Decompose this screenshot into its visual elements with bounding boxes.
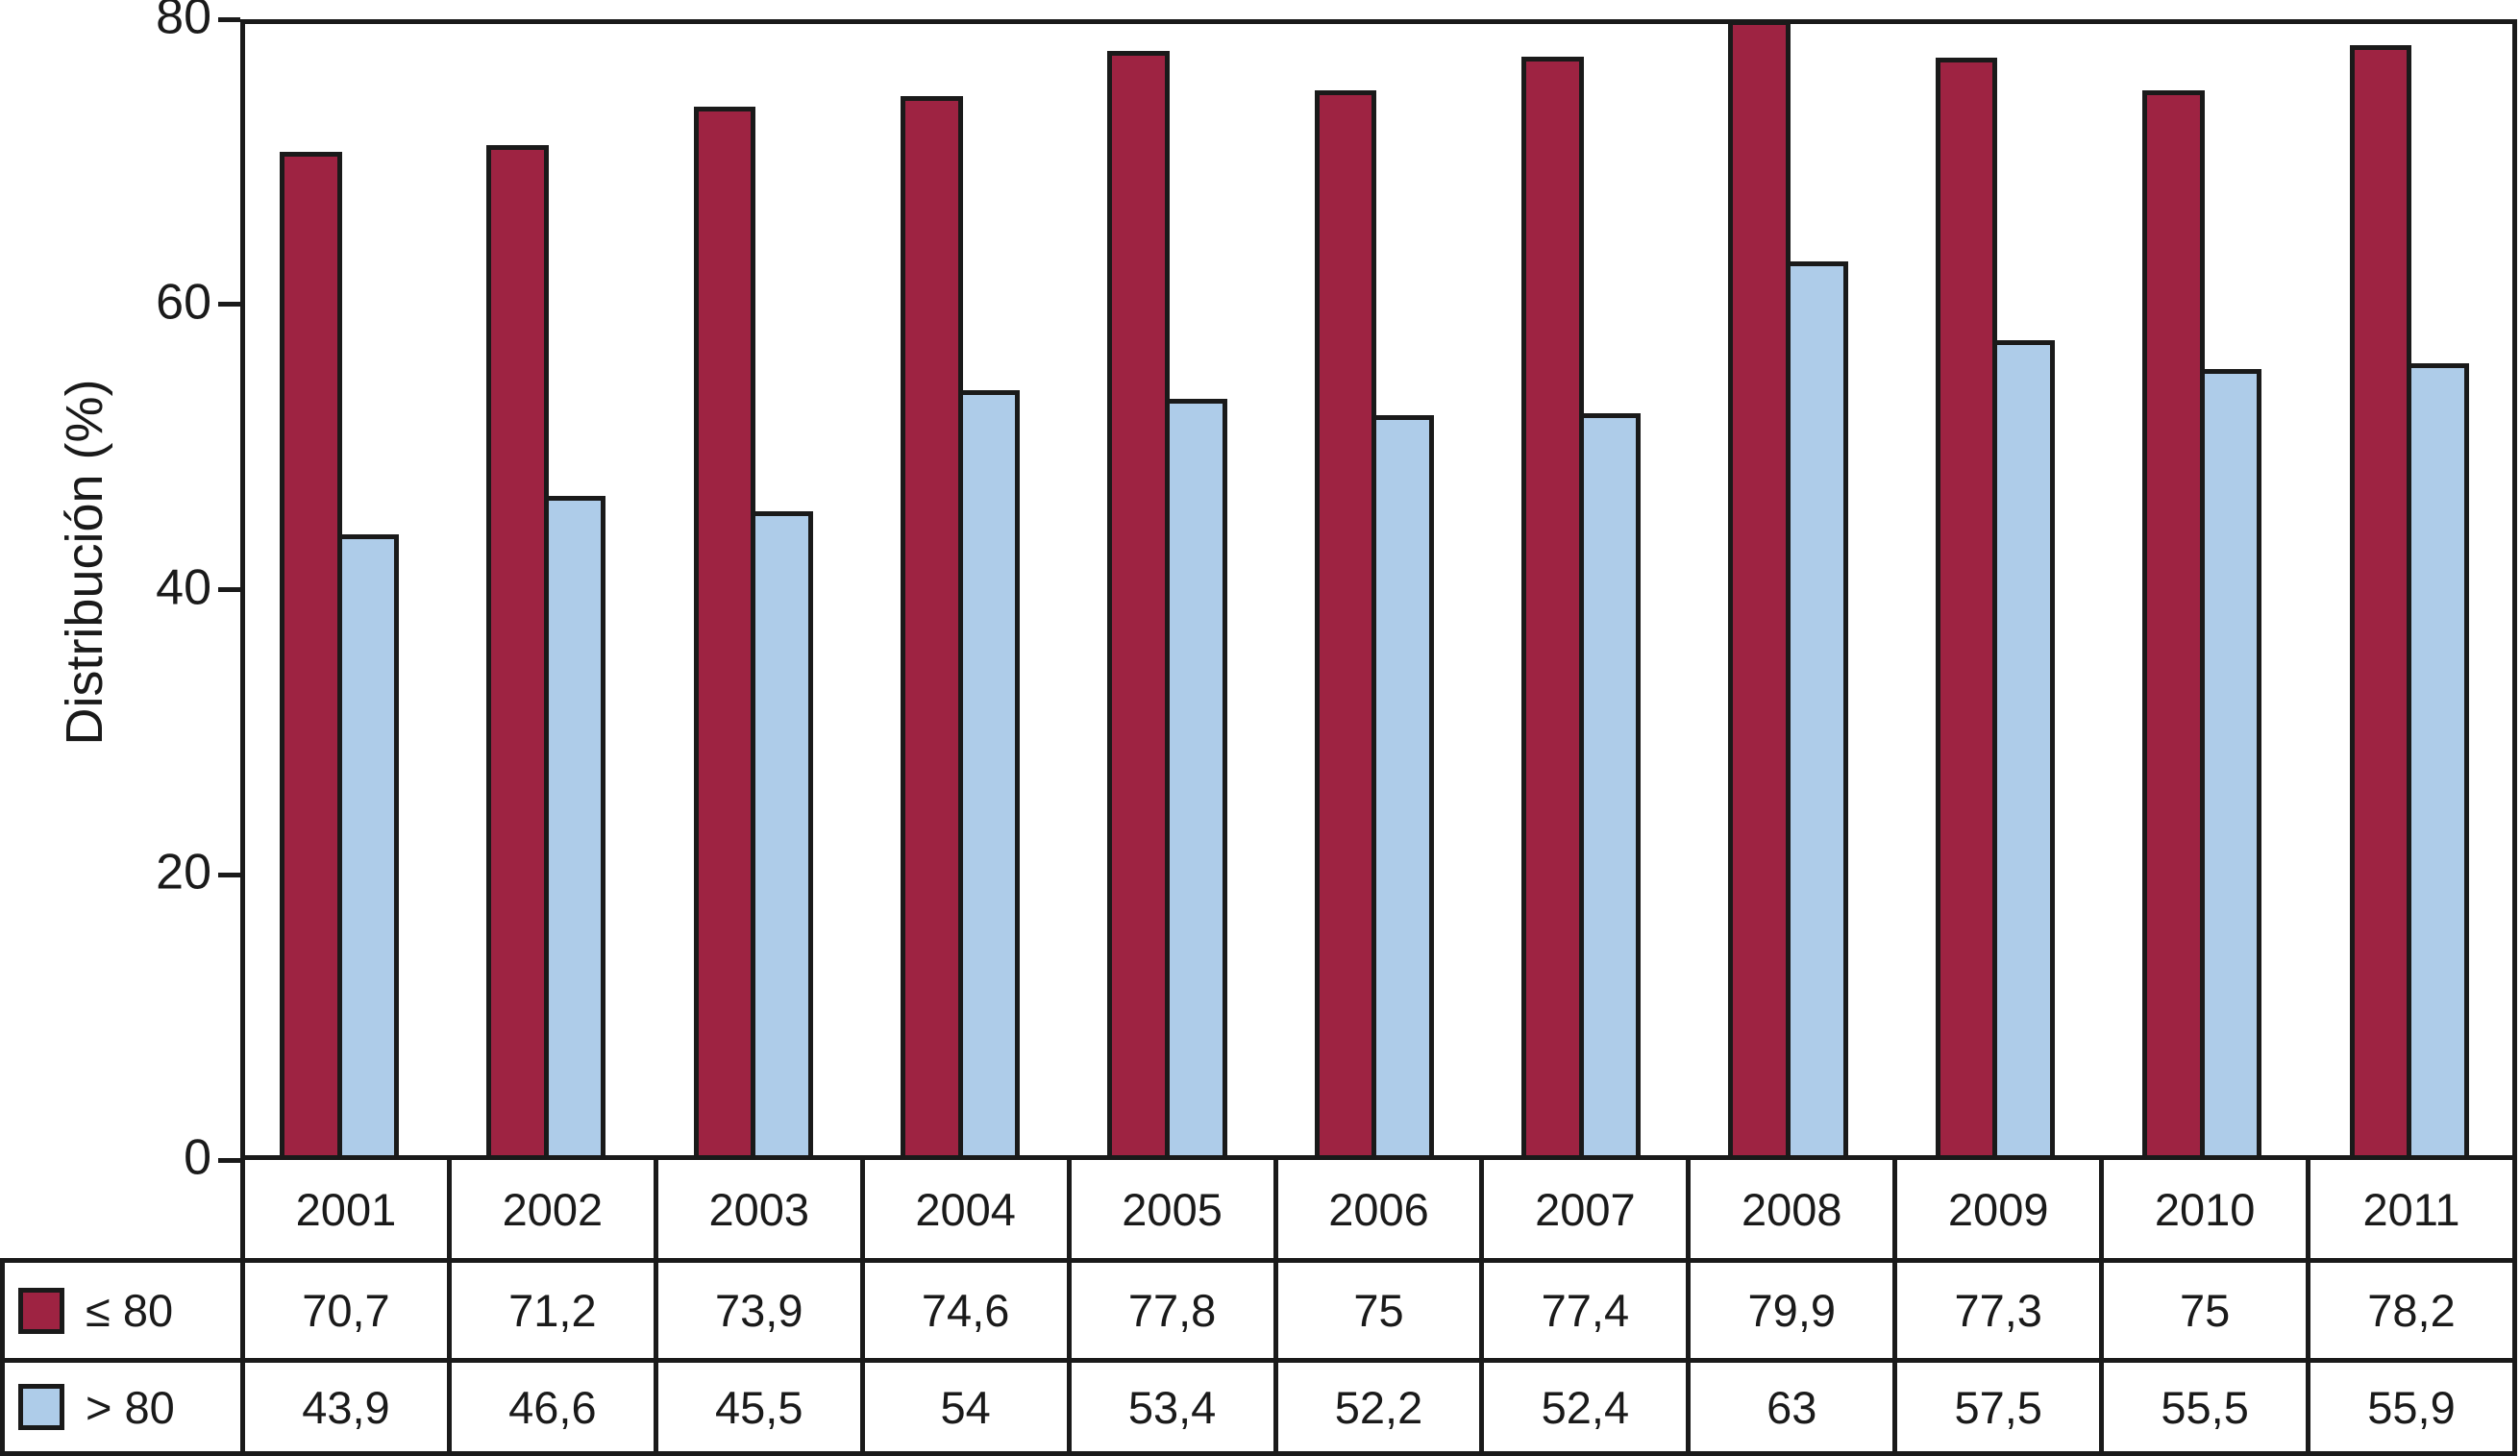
- bar-gt80-2002: [543, 495, 606, 1160]
- year-header-cell: 2002: [446, 1155, 658, 1263]
- value-cell: 57,5: [1892, 1358, 2105, 1456]
- bar-gt80-2008: [1786, 261, 1848, 1160]
- year-header-cell: 2001: [240, 1155, 452, 1263]
- bar-le80-2011: [2349, 44, 2412, 1160]
- legend-label: > 80: [86, 1381, 175, 1433]
- bar-le80-2010: [2142, 90, 2205, 1160]
- y-tick-mark: [218, 302, 240, 308]
- year-header-cell: 2008: [1686, 1155, 1898, 1263]
- value-cell: 77,8: [1066, 1258, 1278, 1363]
- y-tick-label: 20: [156, 844, 211, 901]
- y-tick-label: 60: [156, 274, 211, 331]
- year-header-cell: 2009: [1892, 1155, 2105, 1263]
- data-table: 2001 2002 2003 2004 2005 2006 2007 2008 2009 2010…: [0, 1155, 2517, 1456]
- bar-gt80-2005: [1164, 398, 1227, 1160]
- bar-gt80-2003: [751, 510, 813, 1160]
- bar-gt80-2009: [1992, 339, 2056, 1160]
- bar-le80-2001: [279, 151, 342, 1160]
- value-cell: 46,6: [446, 1358, 658, 1456]
- bar-gt80-2011: [2407, 362, 2469, 1160]
- value-cell: 77,4: [1479, 1258, 1692, 1363]
- legend-cell: ≤ 80: [0, 1258, 245, 1363]
- year-header-cell: 2006: [1272, 1155, 1485, 1263]
- bar-le80-2007: [1521, 56, 1584, 1160]
- y-tick-label: 40: [156, 559, 211, 616]
- year-header-row: 2001 2002 2003 2004 2005 2006 2007 2008 2009 2010…: [3, 1155, 2517, 1263]
- year-header-cell: 2010: [2099, 1155, 2311, 1263]
- y-tick-mark: [218, 587, 240, 592]
- table-corner-empty: [3, 1158, 243, 1261]
- bar-le80-2004: [901, 96, 963, 1160]
- value-cell: 53,4: [1066, 1358, 1278, 1456]
- value-cell: 75: [1272, 1258, 1485, 1363]
- legend-label: ≤ 80: [86, 1285, 174, 1336]
- year-header-cell: 2011: [2306, 1155, 2517, 1263]
- value-cell: 79,9: [1686, 1258, 1898, 1363]
- bar-le80-2009: [1935, 58, 1998, 1160]
- value-cell: 52,2: [1272, 1358, 1485, 1456]
- bar-le80-2006: [1314, 90, 1377, 1160]
- y-tick-mark: [218, 872, 240, 877]
- value-cell: 73,9: [653, 1258, 865, 1363]
- legend-swatch-gt80: [18, 1384, 64, 1430]
- bar-le80-2002: [486, 144, 549, 1160]
- bar-gt80-2007: [1578, 412, 1642, 1160]
- value-cell: 78,2: [2306, 1258, 2517, 1363]
- legend-swatch-le80: [18, 1287, 64, 1334]
- legend-cell: > 80: [0, 1358, 245, 1456]
- value-cell: 77,3: [1892, 1258, 2105, 1363]
- y-tick-mark: [218, 1157, 240, 1163]
- year-header-cell: 2004: [859, 1155, 1072, 1263]
- data-row-gt80: > 80 43,9 46,6 45,5 54 53,4 52,2 52,4 63 57,5 55,5…: [0, 1358, 2517, 1456]
- bar-gt80-2010: [2199, 368, 2262, 1160]
- year-header-cell: 2007: [1479, 1155, 1692, 1263]
- y-tick-label: 0: [184, 1129, 211, 1186]
- value-cell: 43,9: [240, 1358, 452, 1456]
- bar-le80-2003: [693, 106, 756, 1160]
- value-cell: 45,5: [653, 1358, 865, 1456]
- value-cell: 70,7: [240, 1258, 452, 1363]
- value-cell: 52,4: [1479, 1358, 1692, 1456]
- year-header-cell: 2003: [653, 1155, 865, 1263]
- bar-gt80-2006: [1371, 415, 1434, 1160]
- value-cell: 74,6: [859, 1258, 1072, 1363]
- value-cell: 75: [2099, 1258, 2311, 1363]
- y-tick-mark: [218, 16, 240, 22]
- y-tick-label: 80: [156, 0, 211, 45]
- value-cell: 54: [859, 1358, 1072, 1456]
- bar-le80-2008: [1728, 20, 1791, 1160]
- value-cell: 55,5: [2099, 1358, 2311, 1456]
- bar-gt80-2001: [336, 533, 400, 1160]
- value-cell: 55,9: [2306, 1358, 2517, 1456]
- data-row-le80: ≤ 80 70,7 71,2 73,9 74,6 77,8 75 77,4 79,9 77,3 75…: [0, 1258, 2517, 1363]
- bar-gt80-2004: [957, 389, 1021, 1160]
- bar-le80-2005: [1107, 50, 1170, 1160]
- value-cell: 71,2: [446, 1258, 658, 1363]
- value-cell: 63: [1686, 1358, 1898, 1456]
- year-header-cell: 2005: [1066, 1155, 1278, 1263]
